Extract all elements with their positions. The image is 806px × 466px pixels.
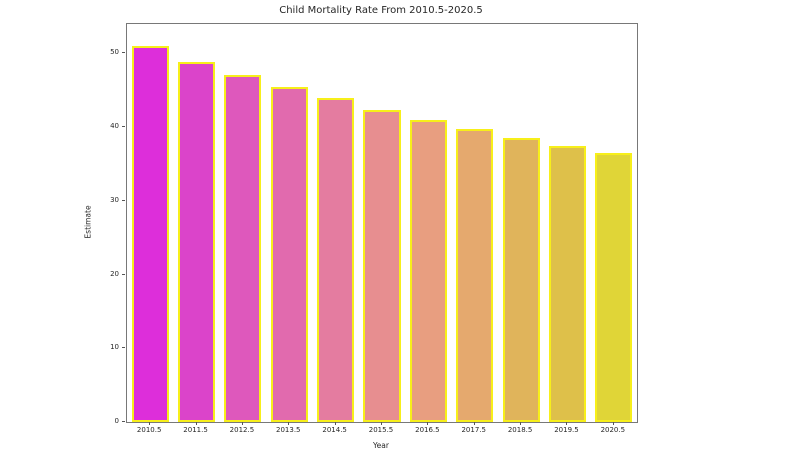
x-tick-label: 2016.5 bbox=[415, 426, 440, 434]
x-tick-mark bbox=[334, 422, 336, 425]
bar-2020.5 bbox=[595, 152, 633, 422]
bar-2013.5 bbox=[270, 87, 308, 422]
y-tick-mark bbox=[122, 273, 125, 275]
x-tick-mark bbox=[473, 422, 475, 425]
x-tick-label: 2019.5 bbox=[554, 426, 579, 434]
chart-title: Child Mortality Rate From 2010.5-2020.5 bbox=[279, 5, 483, 16]
bar-2018.5 bbox=[502, 138, 540, 422]
x-tick-label: 2015.5 bbox=[368, 426, 394, 434]
y-tick-label: 10 bbox=[110, 343, 119, 352]
x-tick-mark bbox=[520, 422, 522, 425]
x-tick-label: 2017.5 bbox=[461, 426, 486, 434]
y-tick-label: 20 bbox=[110, 269, 119, 278]
bar-2014.5 bbox=[317, 98, 355, 422]
x-tick-mark bbox=[612, 422, 614, 425]
y-tick-label: 40 bbox=[110, 122, 119, 131]
bar-2012.5 bbox=[224, 74, 262, 422]
x-tick-mark bbox=[381, 422, 382, 425]
y-tick-mark bbox=[122, 52, 125, 54]
x-axis-label: Year bbox=[373, 441, 389, 450]
y-tick-label: 30 bbox=[110, 195, 119, 204]
bar-2017.5 bbox=[456, 128, 494, 422]
x-tick-label: 2014.5 bbox=[322, 426, 347, 434]
x-tick-mark bbox=[288, 422, 290, 425]
x-tick-label: 2011.5 bbox=[183, 426, 208, 434]
y-tick-mark bbox=[122, 126, 125, 128]
y-tick-label: 50 bbox=[110, 48, 119, 57]
bar-2016.5 bbox=[409, 119, 447, 422]
bar-2010.5 bbox=[131, 46, 169, 422]
x-tick-mark bbox=[149, 422, 151, 425]
x-tick-mark bbox=[241, 422, 243, 425]
bar-2011.5 bbox=[178, 62, 216, 422]
x-tick-label: 2018.5 bbox=[507, 426, 533, 434]
x-tick-label: 2012.5 bbox=[229, 426, 255, 434]
y-tick-label: 0 bbox=[114, 417, 119, 425]
y-tick-mark bbox=[122, 347, 125, 349]
x-tick-mark bbox=[427, 422, 429, 425]
y-tick-mark bbox=[122, 199, 125, 201]
x-tick-mark bbox=[566, 422, 568, 425]
bar-2015.5 bbox=[363, 109, 401, 422]
y-axis-label: Estimate bbox=[83, 205, 93, 239]
x-tick-label: 2020.5 bbox=[600, 426, 626, 434]
y-tick-mark bbox=[122, 421, 125, 422]
bar-2019.5 bbox=[548, 146, 586, 422]
x-tick-mark bbox=[195, 422, 197, 425]
x-tick-label: 2013.5 bbox=[276, 426, 301, 434]
x-tick-label: 2010.5 bbox=[136, 426, 162, 434]
plot-area bbox=[126, 23, 638, 423]
